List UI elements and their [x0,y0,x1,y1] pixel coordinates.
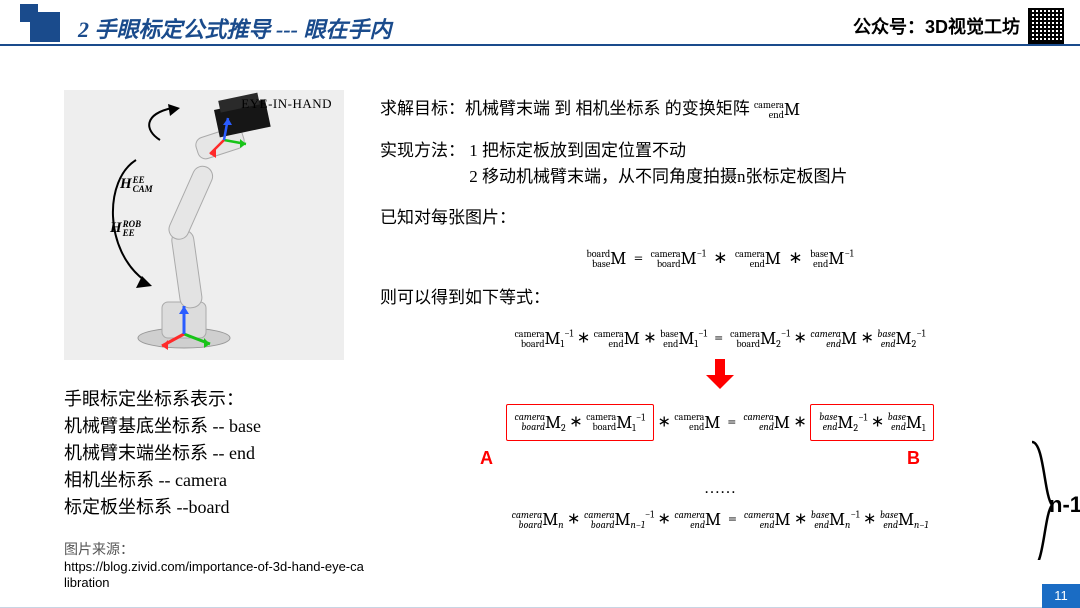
image-source: 图片来源： https://blog.zivid.com/importance-… [64,539,364,592]
legend-title: 手眼标定坐标系表示： [64,386,364,413]
label-B: B [907,448,920,468]
slide-header: 2 手眼标定公式推导 --- 眼在手内 公众号：3D视觉工坊 [0,0,1080,46]
arrow-down-icon [380,357,1060,399]
legend-line2: 机械臂末端坐标系 -- end [64,440,364,467]
wechat-name: 3D视觉工坊 [925,17,1020,37]
label-A: A [480,448,493,468]
goal-matrix: cameraend [754,100,784,120]
h-ee-rob-label: HROBEE [110,220,141,237]
source-url: https://blog.zivid.com/importance-of-3d-… [64,559,364,592]
qr-code-icon [1028,8,1064,44]
decor-square-large [30,12,60,42]
box-B: baseendM2−1 ∗ baseendM1 [810,404,934,442]
page-number: 11 [1042,584,1080,608]
method-label: 实现方法： [380,141,465,160]
method-1: 1 把标定板放到固定位置不动 [469,141,686,160]
legend-line3: 相机坐标系 -- camera [64,467,364,494]
goal-text: 求解目标：机械臂末端 到 相机坐标系 的变换矩阵 [380,99,754,118]
goal-line: 求解目标：机械臂末端 到 相机坐标系 的变换矩阵 cameraendM [380,96,1060,124]
box-A: cameraboardM2 ∗ cameraboardM1−1 [506,404,654,442]
method-block: 实现方法： 1 把标定板放到固定位置不动 实现方法： 2 移动机械臂末端，从不同… [380,138,1060,191]
labels-AB-row: A B [380,445,1060,473]
robot-svg [64,90,344,360]
coordinate-legend: 手眼标定坐标系表示： 机械臂基底坐标系 -- base 机械臂末端坐标系 -- … [64,386,364,521]
dots: …… [380,477,1060,502]
legend-line1: 机械臂基底坐标系 -- base [64,413,364,440]
eq-known: boardbaseM = cameraboardM−1 ∗ cameraendM… [380,245,1060,273]
wechat-label: 公众号：3D视觉工坊 [853,13,1020,39]
eye-in-hand-label: EYE-IN-HAND [241,96,332,112]
right-column: 求解目标：机械臂末端 到 相机坐标系 的变换矩阵 cameraendM 实现方法… [380,96,1060,538]
equals-label: 则可以得到如下等式： [380,285,1060,311]
n-minus-1-label: n-1 [1049,492,1080,518]
left-column: EYE-IN-HAND [64,90,364,592]
method-2: 2 移动机械臂末端，从不同角度拍摄n张标定板图片 [469,167,847,186]
eq-line-n: cameraboardMn ∗ cameraboardMn−1−1 ∗ came… [380,506,1060,534]
known-label: 已知对每张图片： [380,205,1060,231]
eq-line-2: cameraboardM2 ∗ cameraboardM1−1 ∗ camera… [380,404,1060,442]
source-label: 图片来源： [64,539,364,559]
wechat-prefix: 公众号： [853,17,925,37]
legend-line4: 标定板坐标系 --board [64,494,364,521]
robot-figure: EYE-IN-HAND [64,90,344,360]
slide-title: 2 手眼标定公式推导 --- 眼在手内 [78,12,391,44]
eq-line-1: cameraboardM1−1 ∗ cameraendM ∗ baseendM1… [380,325,1060,353]
header-right: 公众号：3D视觉工坊 [853,8,1064,44]
h-cam-ee-label: HEECAM [120,176,153,193]
